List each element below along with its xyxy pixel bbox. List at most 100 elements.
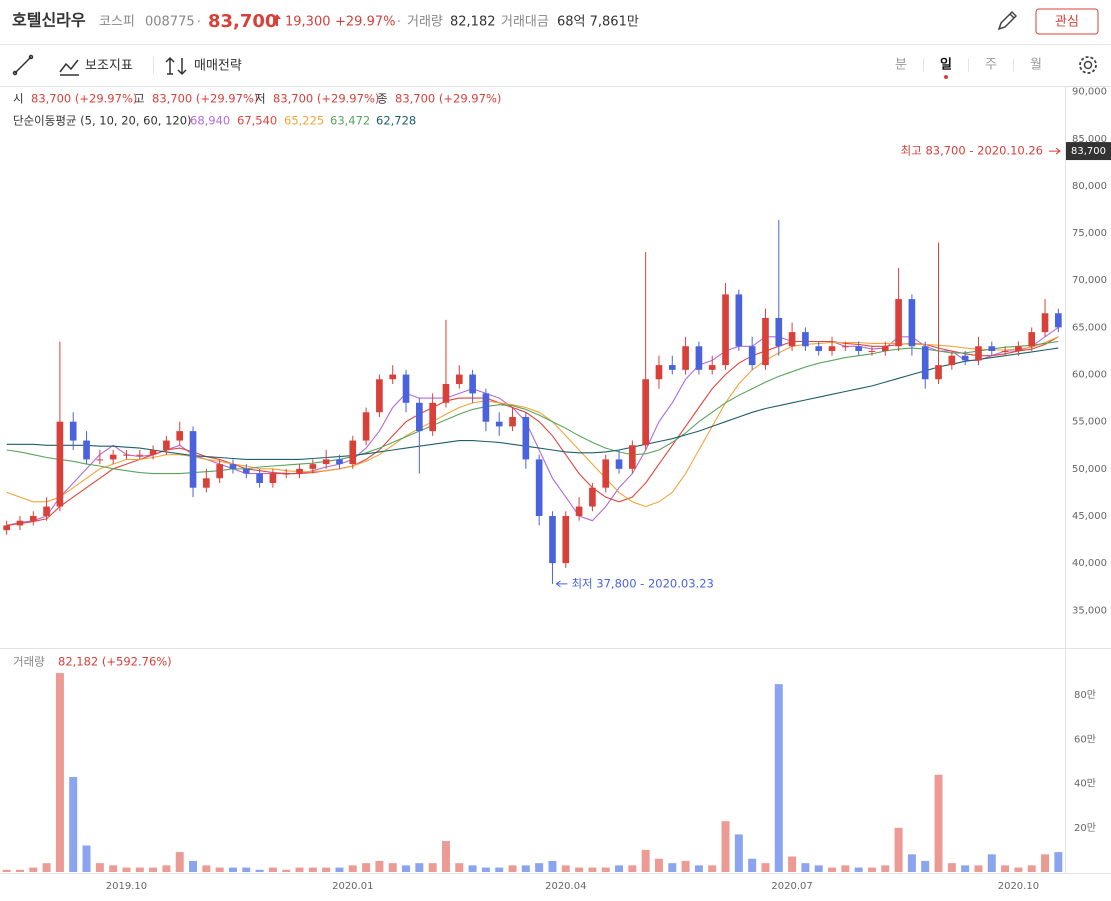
volume-label: 거래량 [407,15,443,30]
y-tick-label: 85,000 [1072,134,1107,145]
volume-bar [335,867,344,872]
candle-body [469,374,476,394]
volume-bar [521,865,530,872]
y-tick-label: 65,000 [1072,322,1107,333]
volume-bar [55,673,64,872]
candle-body [269,473,277,483]
volume-bar [535,863,544,872]
low-annotation: 최저 37,800 - 2020.03.23 [571,576,713,590]
candle-body [575,506,583,516]
ohlc-label: 저 [255,92,266,106]
volume-bar [1001,865,1010,872]
candle-body [29,515,37,521]
volume-bar [69,776,78,872]
volume-bar [1041,854,1050,872]
candle-body [216,464,223,479]
candle-body [815,346,823,351]
candle-body [935,365,942,380]
watch-button-label[interactable]: 관심 [1055,15,1079,30]
volume-bar [15,869,24,872]
candle-body [921,346,929,380]
volume-bar [854,867,863,872]
y-tick-label: 60,000 [1072,370,1107,381]
candle-body [495,421,503,427]
candle-body [296,468,303,474]
volume-bar [774,684,783,872]
indicator-button[interactable]: 보조지표 [85,59,133,74]
volume-bar [668,863,677,872]
candle-body [3,525,10,531]
candle-body [881,346,889,351]
period-tab[interactable]: 주 [985,58,997,73]
volume-bar [495,867,504,872]
period-tab[interactable]: 일 [940,58,952,73]
volume-bar [734,834,743,872]
volume-bar [801,863,810,872]
gear-outer[interactable] [1079,56,1097,74]
indicator-icon[interactable] [59,59,79,76]
strategy-icon[interactable] [165,56,187,76]
candle-body [83,440,90,460]
gear-inner[interactable] [1083,60,1093,70]
settings-icon[interactable] [1079,56,1097,74]
watch-button[interactable] [1035,8,1099,35]
volume-bar [175,852,184,872]
volume-bar [894,827,903,872]
candle-body [1001,350,1009,352]
period-tab[interactable]: 분 [895,58,907,73]
y-tick-label: 90,000 [1072,87,1107,98]
candle-body [1015,346,1022,351]
volume-bar [415,863,424,872]
volume-bar [654,858,663,872]
volume-bar [308,867,317,872]
ohlc-label: 고 [134,92,145,106]
candle-body [788,332,796,347]
candle-body [629,445,636,469]
candle-body [349,440,357,465]
volume-bar [867,867,876,872]
period-tab[interactable]: 월 [1030,58,1042,73]
volume-bar [282,869,291,872]
y-tick-label: 70,000 [1072,275,1107,286]
y-tick-label: 50,000 [1072,464,1107,475]
ohlc-value: 83,700 (+29.97%) [395,92,501,106]
candle-body [775,317,783,347]
volume-bar [961,865,970,872]
volume-bar [694,865,703,872]
volume-bar [82,845,91,872]
strategy-button[interactable]: 매매전략 [194,59,242,74]
candle-body [389,374,397,380]
ma-legend-value: 65,225 [284,114,324,128]
separator: · [197,15,201,29]
volume-bar [641,849,650,872]
moving-average-line [6,326,1059,526]
code: 008775 [145,15,195,30]
volume-bar [575,867,584,872]
volume-bar [455,863,464,872]
volume-bar [481,867,490,872]
candle-body [109,454,117,460]
volume-bar [135,867,144,872]
volume-bar [947,863,956,872]
volume-bar [921,860,930,872]
separator: · [397,15,401,29]
candle-body [748,346,756,366]
candle-body [682,346,689,370]
candle-body [602,459,610,488]
candle-body [589,487,596,507]
y-tick-label: 40,000 [1072,558,1107,569]
market: 코스피 [99,15,135,30]
candle-body [123,454,130,456]
draw-tool-icon[interactable] [12,54,34,76]
candle-body [975,346,982,361]
moving-average-line [6,340,1059,475]
edit-icon[interactable] [997,10,1018,31]
candle-body [203,478,210,488]
ma-legend-value: 62,728 [376,114,416,128]
moving-average-line [6,336,1059,508]
volume-bar [721,821,730,872]
x-tick-label: 2020.07 [771,881,812,892]
candle-body [1028,332,1036,347]
volume-bar [814,865,823,872]
volume-bar [255,869,264,872]
